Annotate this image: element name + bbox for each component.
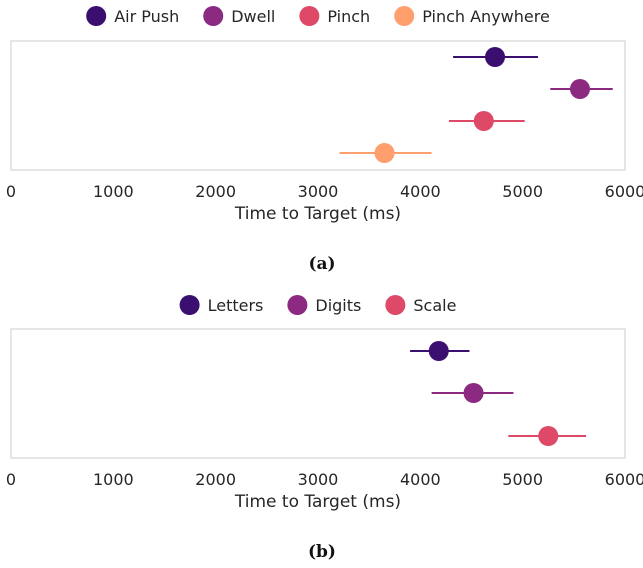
x-tick-label: 0: [6, 182, 16, 201]
legend-b: Letters Digits Scale: [179, 295, 456, 315]
point-letters: [428, 341, 449, 361]
legend-a: Air Push Dwell Pinch Pinch Anywhere: [86, 6, 550, 26]
legend-label-pinch: Pinch: [327, 7, 370, 26]
x-tick-label: 1000: [93, 182, 134, 201]
subplot-caption-b: (b): [308, 542, 336, 562]
subplot-b: Letters Digits Scale 0 1000 2000 3000 4000 5000…: [6, 295, 643, 562]
legend-label-digits: Digits: [315, 296, 361, 315]
point-digits: [463, 383, 484, 403]
legend-label-letters: Letters: [208, 296, 264, 315]
point-air-push: [485, 47, 506, 67]
x-tick-label: 3000: [298, 470, 339, 489]
legend-marker-scale: [385, 295, 406, 315]
plot-area-b: [410, 341, 587, 446]
x-axis-ticks-b: 0 1000 2000 3000 4000 5000 6000: [6, 470, 643, 489]
x-tick-label: 3000: [298, 182, 339, 201]
legend-marker-pinch: [299, 6, 320, 26]
x-tick-label: 2000: [195, 182, 236, 201]
x-axis-label-b: Time to Target (ms): [234, 492, 401, 512]
legend-label-air-push: Air Push: [114, 7, 179, 26]
legend-marker-digits: [287, 295, 308, 315]
x-tick-label: 4000: [400, 470, 441, 489]
x-tick-label: 2000: [195, 470, 236, 489]
point-dwell: [569, 79, 590, 99]
legend-label-scale: Scale: [413, 296, 456, 315]
x-tick-label: 4000: [400, 182, 441, 201]
plot-area-a: [339, 47, 613, 163]
x-tick-label: 5000: [502, 470, 543, 489]
legend-marker-air-push: [86, 6, 107, 26]
x-axis-ticks-a: 0 1000 2000 3000 4000 5000 6000: [6, 182, 643, 201]
x-axis-label-a: Time to Target (ms): [234, 204, 401, 224]
subplot-a: Air Push Dwell Pinch Pinch Anywhere 0 1000 20…: [6, 6, 643, 274]
x-tick-label: 0: [6, 470, 16, 489]
legend-marker-letters: [179, 295, 200, 315]
x-tick-label: 6000: [605, 182, 643, 201]
point-pinch: [473, 111, 494, 131]
plot-frame-a: [10, 40, 626, 171]
plot-frame-b: [10, 328, 626, 459]
x-tick-label: 1000: [93, 470, 134, 489]
point-scale: [538, 426, 559, 446]
x-tick-label: 5000: [502, 182, 543, 201]
legend-marker-pinch-anywhere: [394, 6, 415, 26]
legend-label-dwell: Dwell: [231, 7, 275, 26]
legend-label-pinch-anywhere: Pinch Anywhere: [422, 7, 550, 26]
legend-marker-dwell: [203, 6, 224, 26]
subplot-caption-a: (a): [308, 254, 335, 274]
point-pinch-anywhere: [374, 143, 395, 163]
x-tick-label: 6000: [605, 470, 643, 489]
